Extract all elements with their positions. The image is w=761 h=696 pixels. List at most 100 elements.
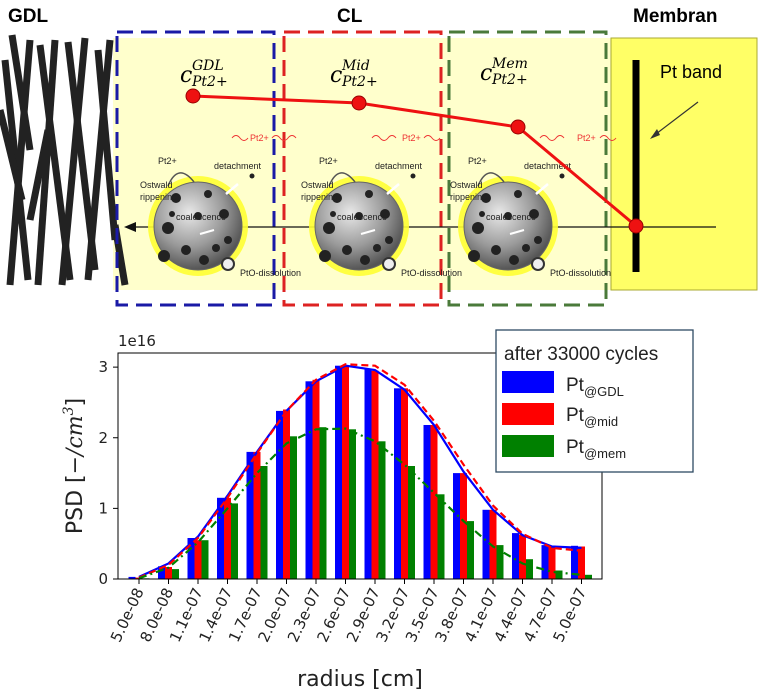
ostwald-label: Ostwald (450, 180, 483, 190)
bar-Pt@GDL-15 (571, 545, 578, 579)
legend: after 33000 cycles Pt@GDL Pt@mid Pt@mem (495, 329, 694, 473)
pt2-flow-gdl: Pt2+ (231, 133, 297, 143)
c-mid-label: c Mid Pt2+ (330, 58, 378, 90)
c-gdl-point (185, 88, 201, 104)
legend-label-mid: Pt@mid (566, 405, 618, 429)
bar-Pt@mid-10 (430, 425, 438, 579)
bar-Pt@mem-9 (408, 466, 415, 579)
svg-text:c: c (480, 61, 492, 86)
y-tick-label-0: 0 (98, 570, 108, 588)
bar-Pt@mid-8 (371, 370, 379, 579)
pt2-label: Pt2+ (468, 156, 487, 166)
bar-Pt@GDL-13 (512, 533, 519, 579)
svg-text:Pt2+: Pt2+ (341, 74, 378, 90)
y-tick-label-3: 3 (98, 358, 108, 376)
dissolution-label: PtO-dissolution (550, 268, 611, 278)
ostwald-label: Ostwald (301, 180, 334, 190)
y-axis-label: PSD [−/cm3] (61, 398, 88, 534)
bar-Pt@mem-10 (437, 494, 445, 580)
pt2-label: Pt2+ (319, 156, 338, 166)
bar-Pt@mid-13 (519, 534, 526, 579)
c-mem-label: c Mem Pt2+ (480, 56, 528, 88)
y-tick-label-1: 1 (98, 499, 108, 517)
c-mem-point (510, 119, 526, 135)
bar-Pt@GDL-9 (394, 388, 401, 579)
bar-Pt@mem-15 (585, 574, 592, 579)
svg-text:GDL: GDL (192, 58, 224, 74)
pt-band-pointer (651, 101, 699, 138)
bar-Pt@GDL-0 (128, 576, 136, 579)
svg-text:Pt2+: Pt2+ (491, 72, 528, 88)
bar-Pt@mid-15 (578, 546, 585, 579)
legend-label-gdl: Pt@GDL (566, 375, 624, 399)
bar-Pt@GDL-1 (158, 566, 165, 579)
bar-Pt@GDL-12 (482, 509, 490, 579)
detachment-label: detachment (214, 161, 262, 171)
membrane-title: Membran (633, 6, 717, 27)
coalescence-label: coalescence (337, 212, 387, 222)
bar-Pt@GDL-2 (187, 538, 195, 579)
legend-swatch-mid (502, 403, 554, 425)
fit-line-dashdot (138, 427, 582, 580)
bar-Pt@GDL-4 (246, 451, 254, 579)
bar-Pt@mem-13 (526, 559, 533, 579)
psd-chart: 1e16 01235.0e-088.0e-081.1e-071.4e-071.7… (61, 329, 694, 692)
bar-Pt@GDL-8 (364, 368, 372, 579)
bar-Pt@mid-3 (224, 497, 231, 579)
ripening-label: rippening (301, 192, 338, 202)
detachment-label: detachment (375, 161, 423, 171)
bar-Pt@mid-5 (283, 409, 290, 579)
gdl-title: GDL (8, 6, 49, 27)
bar-Pt@mem-3 (231, 503, 238, 579)
bar-Pt@mem-4 (260, 466, 268, 579)
detachment-label: detachment (524, 161, 572, 171)
legend-label-mem: Pt@mem (566, 437, 626, 461)
bar-Pt@mem-12 (496, 545, 504, 579)
svg-text:Mem: Mem (491, 56, 528, 72)
fit-line-solid (138, 364, 582, 578)
y-tick-label-2: 2 (98, 429, 108, 447)
svg-text:Pt2+: Pt2+ (577, 133, 596, 143)
bar-Pt@GDL-11 (453, 473, 460, 579)
concentration-profile-line (192, 94, 637, 228)
bar-Pt@mem-6 (319, 427, 327, 579)
bar-Pt@mem-8 (378, 441, 386, 579)
c-mid-point (351, 95, 367, 111)
bar-Pt@mid-6 (312, 379, 320, 579)
bar-Pt@GDL-3 (217, 497, 224, 579)
pt2-label: Pt2+ (158, 156, 177, 166)
cl-title: CL (337, 6, 363, 27)
coalescence-label: coalescence (176, 212, 226, 222)
bar-Pt@GDL-6 (305, 381, 313, 580)
diffusion-arrowhead (124, 222, 136, 232)
bar-Pt@mid-1 (165, 567, 172, 579)
svg-text:c: c (330, 63, 342, 88)
pt2-flow-mem: Pt2+ (539, 133, 617, 143)
schematic: GDL CL Membran c GDL (0, 6, 758, 307)
svg-text:Pt2+: Pt2+ (191, 74, 228, 90)
pt-particle-mem: Pt2+ detachment Ostwald rippening coalescenc… (450, 156, 611, 278)
x-axis-label: radius [cm] (297, 667, 423, 692)
dissolution-label: PtO-dissolution (240, 268, 301, 278)
ostwald-label: Ostwald (140, 180, 173, 190)
bar-Pt@mem-7 (349, 429, 356, 579)
c-membrane-point (628, 218, 644, 234)
pt-band-pointer-arrowhead (650, 129, 660, 139)
gdl-region-box (115, 30, 276, 307)
pt2-flow-mid: Pt2+ (371, 133, 441, 143)
svg-text:Pt2+: Pt2+ (250, 133, 269, 143)
y-scale-factor: 1e16 (118, 332, 156, 350)
bar-Pt@mid-7 (342, 365, 349, 579)
bar-Pt@mid-9 (401, 388, 408, 579)
mem-region-box (447, 30, 608, 307)
pt-particle-gdl: Pt2+ detachment Ostwald rippening coalescenc… (140, 156, 301, 278)
ripening-label: rippening (450, 192, 487, 202)
bar-Pt@mid-4 (253, 451, 261, 579)
coalescence-label: coalescence (486, 212, 536, 222)
ripening-label: rippening (140, 192, 177, 202)
bar-Pt@mem-14 (555, 570, 563, 579)
bar-Pt@GDL-14 (541, 545, 549, 579)
bar-Pt@mem-1 (172, 569, 179, 579)
pt-particle-mid: Pt2+ detachment Ostwald rippening coalescenc… (301, 156, 462, 278)
